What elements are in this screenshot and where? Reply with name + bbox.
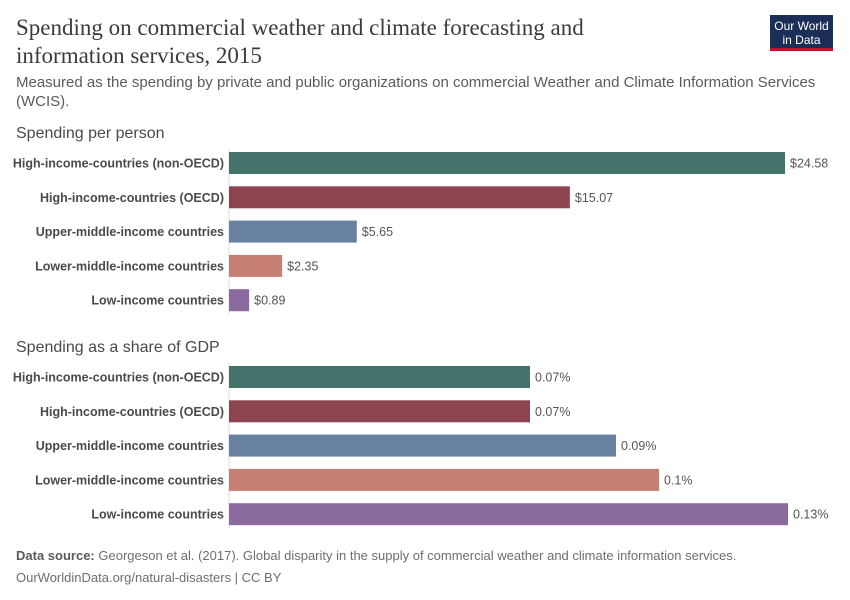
chart-subtitle: Measured as the spending by private and … <box>16 74 816 110</box>
bar <box>229 503 788 526</box>
category-label: High-income-countries (OECD) <box>40 191 224 205</box>
bar <box>229 468 659 491</box>
bar <box>229 186 570 209</box>
category-label: High-income-countries (OECD) <box>40 405 224 419</box>
data-source: Data source: Georgeson et al. (2017). Gl… <box>16 548 736 563</box>
category-label: Lower-middle-income countries <box>35 259 224 273</box>
data-label: $0.89 <box>254 294 285 308</box>
bar <box>229 254 283 277</box>
bar <box>229 434 616 457</box>
data-label: 0.07% <box>535 371 570 385</box>
source-label: Data source: <box>16 548 95 563</box>
owid-logo[interactable]: Our World in Data <box>770 15 833 51</box>
source-url[interactable]: OurWorldinData.org/natural-disasters | C… <box>16 570 282 585</box>
data-label: $5.65 <box>362 225 393 239</box>
data-label: $15.07 <box>575 191 613 205</box>
category-label: Upper-middle-income countries <box>36 225 224 239</box>
category-label: Upper-middle-income countries <box>36 439 224 453</box>
source-text[interactable]: Georgeson et al. (2017). Global disparit… <box>98 548 737 563</box>
category-label: High-income-countries (non-OECD) <box>13 157 224 171</box>
panel-title: Spending as a share of GDP <box>16 339 220 356</box>
bar <box>229 220 357 243</box>
category-label: Low-income countries <box>91 508 224 522</box>
category-label: Low-income countries <box>91 294 224 308</box>
category-label: Lower-middle-income countries <box>35 473 224 487</box>
bar <box>229 152 785 174</box>
data-label: 0.07% <box>535 405 570 419</box>
bar <box>229 366 530 388</box>
panel-title: Spending per person <box>16 125 165 142</box>
data-label: 0.1% <box>664 473 693 487</box>
bar <box>229 289 250 312</box>
data-label: 0.09% <box>621 439 656 453</box>
bar <box>229 400 530 423</box>
category-label: High-income-countries (non-OECD) <box>13 371 224 385</box>
data-label: $2.35 <box>287 259 318 273</box>
chart-title: Spending on commercial weather and clima… <box>16 15 584 68</box>
data-label: 0.13% <box>793 508 828 522</box>
data-label: $24.58 <box>790 157 828 171</box>
